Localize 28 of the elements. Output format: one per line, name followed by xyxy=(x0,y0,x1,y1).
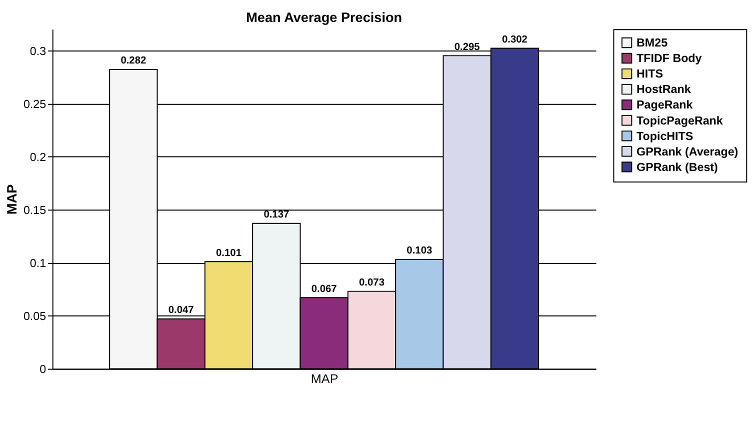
data-label: 0.047 xyxy=(168,305,194,316)
y-axis-title: MAP xyxy=(4,184,20,215)
x-axis-title: MAP xyxy=(310,372,338,386)
data-label: 0.101 xyxy=(216,248,242,259)
legend-label: HITS xyxy=(636,68,664,81)
data-label: 0.067 xyxy=(311,284,338,295)
data-label: 0.103 xyxy=(406,246,432,257)
y-tick-label: 0.1 xyxy=(30,257,46,270)
legend-label: BM25 xyxy=(636,36,668,50)
data-label: 0.302 xyxy=(502,34,528,46)
legend-label: HostRank xyxy=(636,83,692,96)
data-label: 0.282 xyxy=(120,56,146,67)
legend-label: TopicPageRank xyxy=(636,114,724,128)
legend-label: PageRank xyxy=(636,98,694,112)
y-tick-label: 0 xyxy=(40,363,47,376)
data-label: 0.295 xyxy=(454,42,480,53)
legend-label: TopicHITS xyxy=(636,130,694,143)
data-label: 0.137 xyxy=(264,210,290,221)
data-label: 0.073 xyxy=(359,277,385,288)
y-tick-label: 0.25 xyxy=(23,98,46,111)
legend-label: GPRank (Average) xyxy=(636,145,738,158)
legend-label: GPRank (Best) xyxy=(636,160,718,174)
chart-title: Mean Average Precision xyxy=(246,10,402,25)
y-tick-label: 0.05 xyxy=(23,310,46,324)
y-tick-label: 0.15 xyxy=(23,204,46,217)
y-tick-label: 0.3 xyxy=(30,44,46,58)
legend-label: TFIDF Body xyxy=(636,52,702,66)
y-tick-label: 0.2 xyxy=(30,150,46,164)
